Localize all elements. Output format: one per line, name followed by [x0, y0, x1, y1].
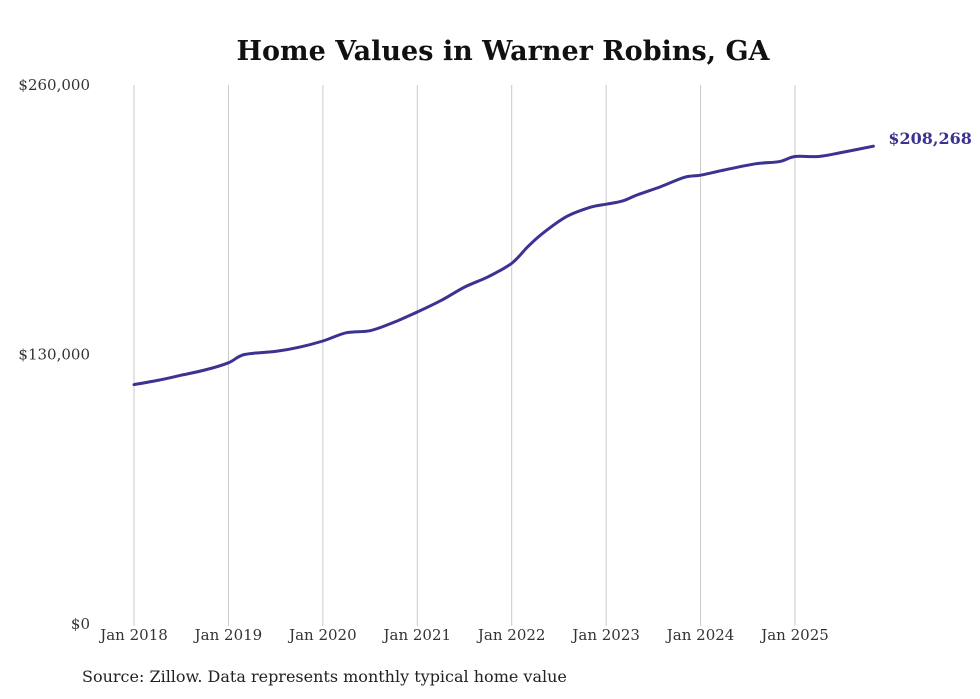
x-tick-label: Jan 2024: [665, 626, 735, 644]
y-tick-label: $130,000: [18, 346, 90, 364]
grid-lines: [133, 85, 796, 626]
end-value-label: $208,268: [888, 129, 972, 148]
x-tick-label: Jan 2021: [382, 626, 452, 644]
x-tick-label: Jan 2018: [98, 626, 168, 644]
home-value-line: [132, 144, 875, 387]
y-tick-label: $0: [71, 615, 90, 633]
x-tick-label: Jan 2020: [287, 626, 357, 644]
x-tick-label: Jan 2019: [193, 626, 263, 644]
source-note: Source: Zillow. Data represents monthly …: [82, 667, 567, 686]
x-tick-label: Jan 2023: [570, 626, 640, 644]
chart-title: Home Values in Warner Robins, GA: [237, 36, 771, 67]
y-tick-label: $260,000: [18, 76, 90, 94]
x-tick-label: Jan 2022: [476, 626, 546, 644]
series-layer: $208,268: [132, 129, 972, 387]
x-tick-label: Jan 2025: [759, 626, 829, 644]
axis-labels: Jan 2018 Jan 2019 Jan 2020 Jan 2021 Jan 2022…: [18, 76, 828, 644]
